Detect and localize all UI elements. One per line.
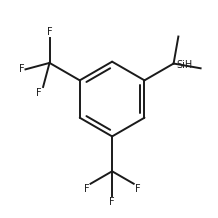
Text: F: F <box>84 184 89 194</box>
Text: F: F <box>36 88 42 98</box>
Text: F: F <box>19 64 24 74</box>
Text: SiH: SiH <box>177 60 193 70</box>
Text: F: F <box>109 197 115 207</box>
Text: F: F <box>47 27 52 37</box>
Text: F: F <box>135 184 141 194</box>
